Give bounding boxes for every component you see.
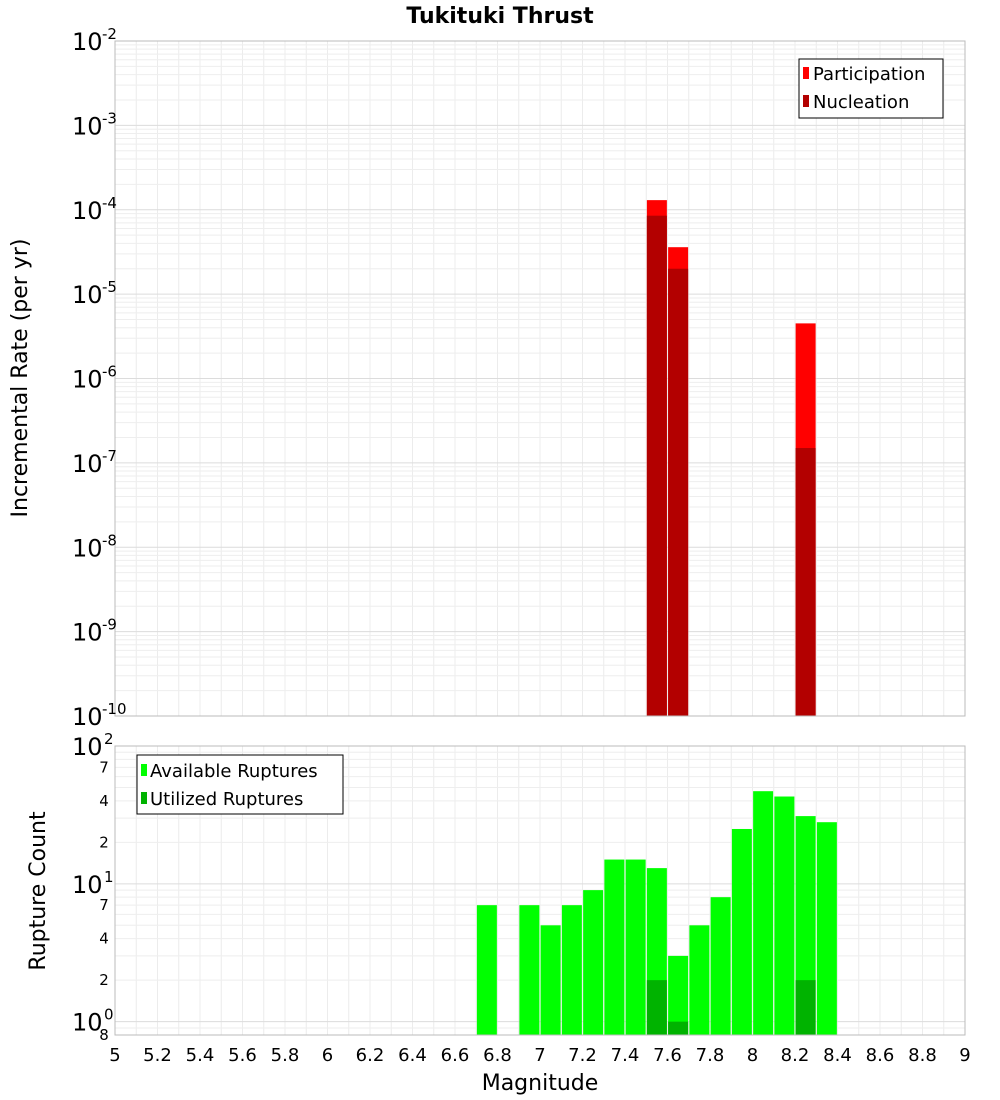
available-ruptures-bar: [731, 828, 752, 1035]
rate-y-tick-exponent: -6: [102, 363, 117, 381]
x-tick-label: 7: [534, 1045, 545, 1066]
rate-y-tick-exponent: -10: [102, 700, 127, 718]
x-tick-label: 7.8: [696, 1045, 725, 1066]
count-legend: Available Ruptures Utilized Ruptures: [136, 754, 344, 815]
count-y-tick-exponent: 0: [104, 1006, 114, 1024]
available-ruptures-bar: [753, 791, 774, 1035]
rate-y-tick-label: 10: [72, 703, 103, 731]
count-plot-bars: [476, 791, 837, 1035]
x-tick-label: 7.4: [611, 1045, 640, 1066]
rate-y-axis-label: Incremental Rate (per yr): [8, 239, 33, 518]
chart-title: Tukituki Thrust: [406, 4, 594, 29]
rate-legend: Participation Nucleation: [798, 58, 944, 119]
nucleation-bar: [646, 215, 667, 717]
x-tick-label: 5: [109, 1045, 120, 1066]
rate-y-tick-label: 10: [72, 112, 103, 140]
available-ruptures-bar: [816, 822, 837, 1035]
rate-y-tick-label: 10: [72, 450, 103, 478]
available-ruptures-bar: [583, 890, 604, 1035]
x-tick-label: 8.6: [866, 1045, 895, 1066]
x-tick-label: 5.6: [228, 1045, 257, 1066]
nucleation-legend-swatch: [803, 95, 809, 107]
count-y-minor-label: 2: [99, 971, 109, 989]
available-legend-swatch: [141, 764, 147, 776]
rate-y-tick-exponent: -8: [102, 531, 117, 549]
nucleation-bar: [795, 448, 816, 716]
x-tick-label: 5.4: [186, 1045, 215, 1066]
available-ruptures-bar: [774, 796, 795, 1035]
count-legend-box: [136, 754, 344, 815]
count-y-tick-exponent: 1: [104, 868, 114, 886]
count-y-minor-label: 8: [99, 1026, 109, 1044]
available-ruptures-bar: [519, 905, 540, 1035]
x-axis-label: Magnitude: [482, 1071, 599, 1096]
count-y-tick-label: 10: [72, 733, 103, 761]
count-y-minor-label: 7: [99, 758, 109, 776]
available-ruptures-bar: [476, 905, 497, 1035]
rate-y-tick-exponent: -9: [102, 616, 117, 634]
count-y-tick-label: 10: [72, 1009, 103, 1037]
x-tick-label: 6.8: [483, 1045, 512, 1066]
utilized-ruptures-bar: [668, 1021, 689, 1035]
rate-y-tick-labels: 10-210-310-410-510-610-710-810-910-10: [72, 25, 127, 731]
rate-plot-border: [114, 40, 966, 717]
available-ruptures-bar: [668, 955, 689, 1035]
x-tick-label: 7.2: [568, 1045, 597, 1066]
x-tick-label: 6: [322, 1045, 333, 1066]
participation-legend-label: Participation: [813, 64, 925, 85]
count-plot-border: [114, 745, 966, 1036]
utilized-ruptures-bar: [646, 980, 667, 1035]
rate-y-tick-exponent: -5: [102, 278, 117, 296]
rate-y-tick-label: 10: [72, 197, 103, 225]
rate-y-tick-exponent: -2: [102, 25, 117, 43]
count-y-tick-label: 10: [72, 871, 103, 899]
rate-y-tick-label: 10: [72, 366, 103, 394]
rate-plot-bars: [646, 200, 816, 717]
available-ruptures-bar: [689, 925, 710, 1035]
available-legend-label: Available Ruptures: [150, 761, 318, 782]
utilized-legend-swatch: [141, 792, 147, 804]
rate-y-tick-exponent: -4: [102, 194, 117, 212]
count-y-axis-label: Rupture Count: [26, 811, 51, 971]
count-y-minor-label: 4: [99, 792, 109, 810]
rate-y-tick-exponent: -7: [102, 447, 117, 465]
x-tick-label: 7.6: [653, 1045, 682, 1066]
x-tick-label: 8.8: [908, 1045, 937, 1066]
available-ruptures-bar: [604, 859, 625, 1035]
rate-y-tick-label: 10: [72, 534, 103, 562]
x-tick-label: 9: [959, 1045, 970, 1066]
x-tick-label: 8: [747, 1045, 758, 1066]
x-tick-label: 8.2: [781, 1045, 810, 1066]
available-ruptures-bar: [625, 859, 646, 1035]
rate-plot-grid: [114, 41, 966, 717]
count-y-minor-label: 4: [99, 930, 109, 948]
count-y-tick-exponent: 2: [104, 730, 114, 748]
x-tick-labels: 5 5.2 5.4 5.6 5.8 6 6.2 6.4 6.6 6.8 7 7.2 7.4 7.6 7.8 8…: [109, 1045, 970, 1066]
x-tick-label: 5.8: [271, 1045, 300, 1066]
nucleation-bar: [668, 268, 689, 716]
count-y-minor-label: 7: [99, 896, 109, 914]
rate-legend-box: [798, 58, 944, 119]
nucleation-legend-label: Nucleation: [813, 92, 909, 113]
utilized-legend-label: Utilized Ruptures: [150, 789, 303, 810]
count-y-minor-label: 2: [99, 833, 109, 851]
utilized-ruptures-bar: [795, 980, 816, 1035]
rate-plot: 10-210-310-410-510-610-710-810-910-10 In…: [8, 25, 966, 731]
x-tick-label: 6.6: [441, 1045, 470, 1066]
x-tick-label: 5.2: [143, 1045, 172, 1066]
x-tick-label: 6.2: [356, 1045, 385, 1066]
rate-y-tick-label: 10: [72, 28, 103, 56]
participation-legend-swatch: [803, 67, 809, 79]
rate-y-tick-label: 10: [72, 619, 103, 647]
available-ruptures-bar: [561, 905, 582, 1035]
x-tick-label: 6.4: [398, 1045, 427, 1066]
available-ruptures-bar: [540, 925, 561, 1035]
x-tick-label: 8.4: [823, 1045, 852, 1066]
available-ruptures-bar: [710, 897, 731, 1035]
rate-y-tick-exponent: -3: [102, 109, 117, 127]
rate-y-tick-label: 10: [72, 281, 103, 309]
